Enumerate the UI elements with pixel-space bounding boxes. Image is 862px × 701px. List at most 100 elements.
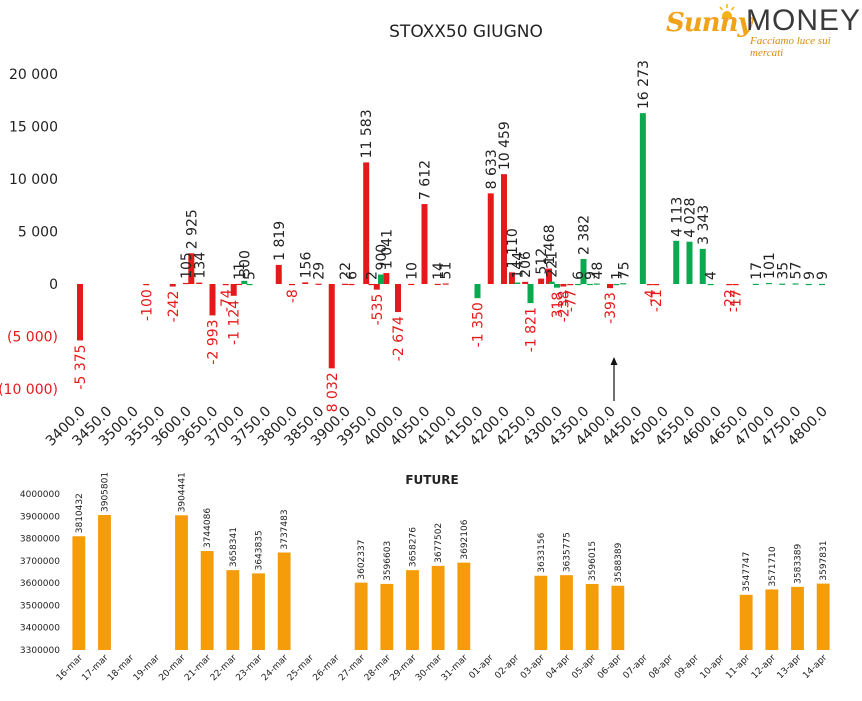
y-tick-label: 3300000 [20,646,60,656]
x-tick-label: 04-apr [545,653,573,681]
bar [508,272,515,284]
bar [373,284,380,290]
x-tick-label: 23-mar [234,653,264,683]
bar [673,240,680,284]
bar [501,174,507,284]
data-label: -100 [139,289,155,321]
sun-icon [719,4,735,18]
y-tick-label: 20 000 [9,67,58,83]
future-title: FUTURE [405,473,458,487]
bar [585,584,599,650]
x-tick-label: 02-apr [493,653,521,681]
bar [653,284,660,286]
data-label: 3602337 [357,540,367,580]
data-label: 221 [545,251,561,278]
bar [620,283,627,285]
x-tick-label: 01-apr [468,653,496,681]
data-label: 3810432 [75,493,85,533]
x-tick-label: 20-mar [157,653,187,683]
data-label: 11 583 [359,109,375,158]
x-tick-label: 18-mar [106,653,136,683]
bar [791,586,804,650]
y-tick-label: (10 000) [0,382,58,398]
data-label: 16 273 [636,60,652,109]
bar [819,283,825,286]
data-label: -535 [370,294,386,326]
data-label: 3583389 [794,543,804,583]
x-tick-label: 05-apr [570,653,598,681]
bar [315,283,322,285]
bar [395,284,401,313]
data-label: 1 110 [505,228,521,268]
data-label: 17 [749,262,765,280]
bar [378,274,385,284]
data-label: 3596015 [588,541,598,581]
bar [236,283,242,286]
data-label: 3547747 [742,552,752,592]
data-label: -2 993 [206,319,222,364]
data-label: 7 612 [418,160,434,200]
data-label: 8 032 [325,372,341,412]
bar [302,282,309,284]
bar [487,193,494,284]
bar [380,583,394,650]
bar [686,241,693,284]
bar [72,536,86,650]
y-tick-label: 10 000 [9,172,58,188]
data-label: 1 041 [379,229,395,269]
bar [534,575,548,650]
y-tick-label: 3800000 [20,535,60,545]
bar [646,284,653,286]
bar [275,264,282,284]
x-tick-label: 24-mar [260,653,290,683]
data-label: 512 [534,248,550,275]
data-label: 3904441 [178,472,188,512]
x-tick-label: 27-mar [337,653,367,683]
bar [527,284,534,304]
brand-sunny: Sunny [666,8,753,38]
bar [514,282,521,284]
data-label: -17 [729,289,745,312]
data-label: -393 [603,292,619,324]
data-label: 206 [518,251,534,278]
bar [431,565,445,650]
bar [554,284,560,288]
x-tick-label: 28-mar [363,653,393,683]
bar [183,282,189,285]
y-tick-label: 3600000 [20,579,60,589]
data-label: 51 [439,262,455,280]
data-label: 1 [609,271,625,280]
x-tick-label: 11-apr [724,653,752,681]
brand-logo: Sunny MONEY Facciamo luce sui mercati [664,4,860,59]
bar [434,283,441,286]
y-tick-label: (5 000) [7,330,58,346]
data-label: 105 [179,252,195,279]
bar [613,283,620,286]
data-label: 6 [571,271,587,280]
x-tick-label: 06-apr [596,653,624,681]
data-label: 75 [616,261,632,279]
y-tick-label: 0 [49,277,58,293]
brand-tagline: Facciamo luce sui mercati [750,35,831,59]
data-label: 2 925 [184,209,200,249]
data-label: -1 350 [471,302,487,347]
y-tick-label: 3400000 [20,624,60,634]
bar [342,283,348,285]
bar [607,284,613,289]
data-label: -1 124 [227,300,243,345]
data-label: 900 [374,244,390,271]
data-label: 3643835 [255,530,265,570]
data-label: 3571710 [768,546,778,586]
bar [77,284,83,341]
bar [726,284,733,286]
data-label: 5 [243,271,259,280]
bar [548,281,555,284]
data-label: 156 [298,252,314,279]
data-label: -74 [219,289,235,312]
bar [421,204,428,284]
data-label: -21 [649,289,665,312]
bar [230,284,237,296]
bar [175,515,188,650]
y-tick-label: 3700000 [20,557,60,567]
stoxx50-chart: STOXX50 GIUGNO 20 000 15 000 10 000 5 000 0 (… [0,22,831,449]
